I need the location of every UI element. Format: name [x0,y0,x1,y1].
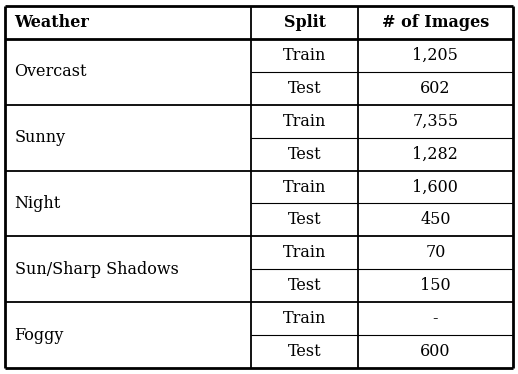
Text: Overcast: Overcast [15,63,87,80]
Text: Weather: Weather [15,13,90,31]
Text: -: - [433,310,438,327]
Text: 450: 450 [420,211,451,229]
Text: Foggy: Foggy [15,327,64,344]
Text: 1,282: 1,282 [412,145,458,163]
Text: Night: Night [15,195,61,212]
Text: 150: 150 [420,278,451,294]
Text: Test: Test [288,80,322,96]
Text: 600: 600 [420,343,451,361]
Text: Train: Train [283,178,326,196]
Text: 602: 602 [420,80,451,96]
Text: Test: Test [288,278,322,294]
Text: Train: Train [283,113,326,129]
Text: 1,600: 1,600 [412,178,458,196]
Text: Test: Test [288,343,322,361]
Text: # of Images: # of Images [382,13,489,31]
Text: Train: Train [283,245,326,261]
Text: 1,205: 1,205 [412,47,458,64]
Text: Split: Split [284,13,326,31]
Text: 7,355: 7,355 [412,113,458,129]
Text: Sunny: Sunny [15,129,66,146]
Text: Sun/Sharp Shadows: Sun/Sharp Shadows [15,261,178,278]
Text: Train: Train [283,310,326,327]
Text: Test: Test [288,145,322,163]
Text: Train: Train [283,47,326,64]
Text: 70: 70 [425,245,445,261]
Text: Test: Test [288,211,322,229]
